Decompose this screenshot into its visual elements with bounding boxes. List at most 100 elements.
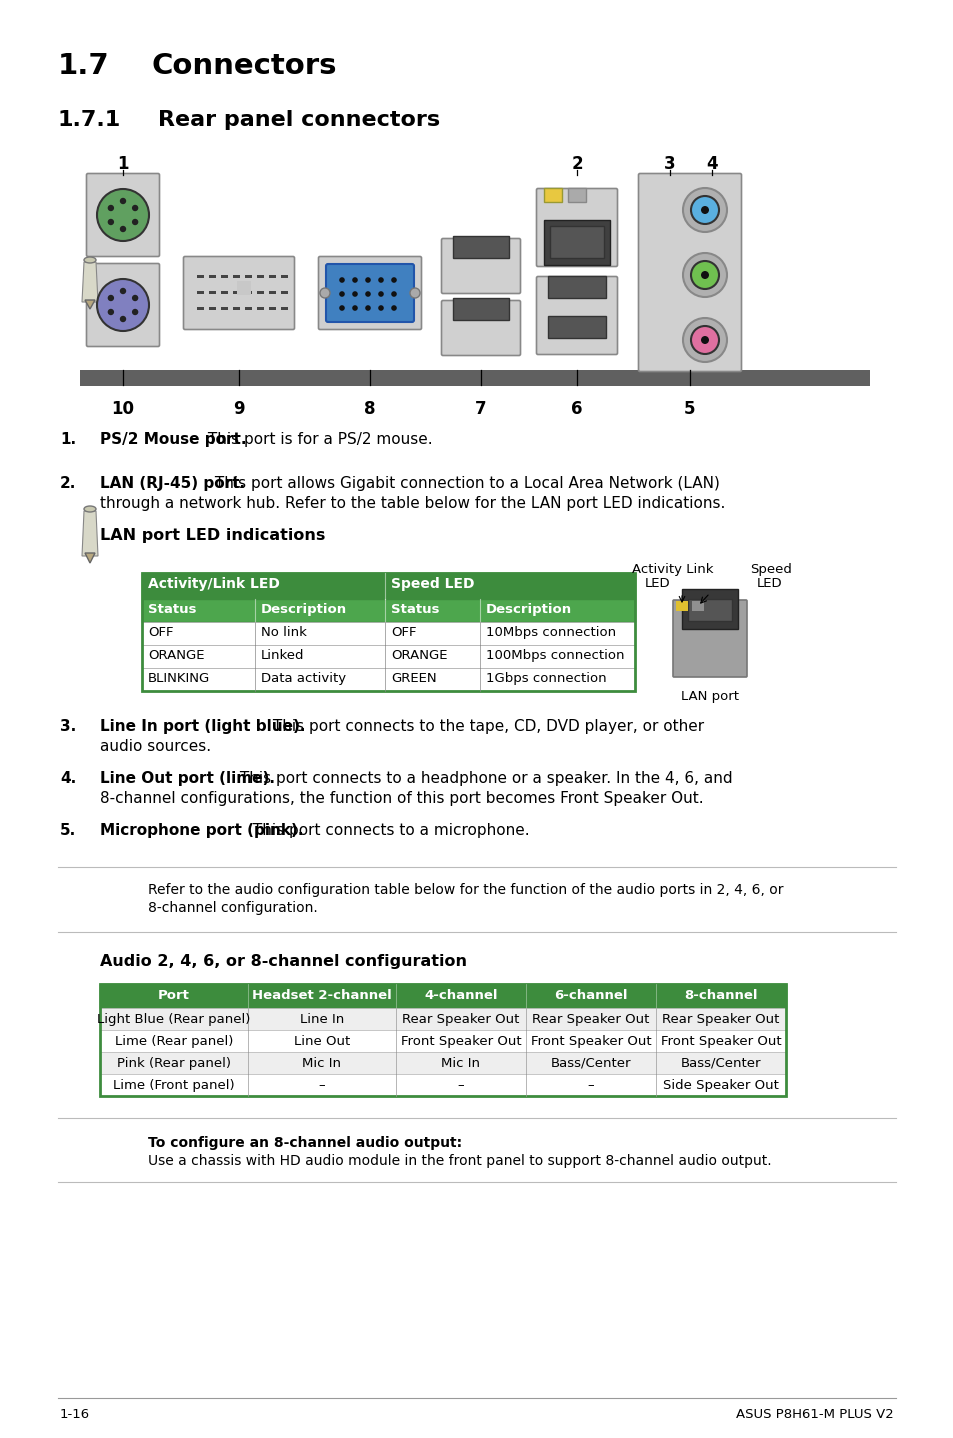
Text: 4.: 4. bbox=[60, 771, 76, 787]
Bar bbox=[281, 290, 288, 293]
Bar bbox=[281, 275, 288, 278]
Text: Line Out port (lime).: Line Out port (lime). bbox=[100, 771, 274, 787]
Bar bbox=[100, 984, 785, 1008]
Text: 8-channel configurations, the function of this port becomes Front Speaker Out.: 8-channel configurations, the function o… bbox=[100, 791, 703, 807]
Circle shape bbox=[97, 279, 149, 331]
Circle shape bbox=[108, 204, 114, 211]
Bar bbox=[245, 290, 252, 293]
Circle shape bbox=[339, 305, 344, 311]
Bar bbox=[567, 188, 585, 201]
Bar bbox=[453, 236, 509, 257]
Bar bbox=[269, 275, 275, 278]
Text: Connectors: Connectors bbox=[152, 52, 337, 81]
Text: ORANGE: ORANGE bbox=[391, 649, 447, 661]
Text: Speed: Speed bbox=[749, 564, 791, 577]
Bar bbox=[269, 306, 275, 311]
Bar bbox=[233, 275, 240, 278]
Bar bbox=[269, 290, 275, 293]
Circle shape bbox=[377, 278, 383, 283]
Text: 8-channel: 8-channel bbox=[683, 989, 757, 1002]
Bar bbox=[196, 306, 204, 311]
Bar bbox=[453, 298, 509, 321]
Text: LED: LED bbox=[644, 577, 670, 590]
Text: 1.7.1: 1.7.1 bbox=[58, 109, 121, 129]
Bar bbox=[281, 306, 288, 311]
Circle shape bbox=[108, 309, 114, 315]
Text: Refer to the audio configuration table below for the function of the audio ports: Refer to the audio configuration table b… bbox=[148, 883, 782, 897]
Circle shape bbox=[391, 305, 396, 311]
Circle shape bbox=[108, 219, 114, 226]
Polygon shape bbox=[82, 510, 98, 557]
Text: Bass/Center: Bass/Center bbox=[550, 1057, 631, 1070]
Text: Light Blue (Rear panel): Light Blue (Rear panel) bbox=[97, 1012, 251, 1025]
Text: 3: 3 bbox=[663, 155, 675, 173]
Bar bbox=[100, 1030, 785, 1053]
Text: Speed LED: Speed LED bbox=[391, 577, 474, 591]
Bar bbox=[543, 220, 609, 265]
Text: OFF: OFF bbox=[391, 626, 416, 638]
Circle shape bbox=[132, 204, 138, 211]
Text: 7: 7 bbox=[475, 400, 486, 418]
Circle shape bbox=[108, 295, 114, 301]
Text: LED: LED bbox=[757, 577, 781, 590]
Circle shape bbox=[410, 288, 419, 298]
Circle shape bbox=[352, 305, 357, 311]
Text: ORANGE: ORANGE bbox=[148, 649, 204, 661]
Bar bbox=[550, 226, 603, 257]
FancyBboxPatch shape bbox=[326, 265, 414, 322]
Circle shape bbox=[682, 318, 726, 362]
Text: Side Speaker Out: Side Speaker Out bbox=[662, 1078, 778, 1091]
Text: 1Gbps connection: 1Gbps connection bbox=[485, 672, 606, 684]
Text: through a network hub. Refer to the table below for the LAN port LED indications: through a network hub. Refer to the tabl… bbox=[100, 496, 724, 510]
Text: Audio 2, 4, 6, or 8-channel configuration: Audio 2, 4, 6, or 8-channel configuratio… bbox=[100, 953, 467, 969]
Bar bbox=[142, 623, 635, 646]
Text: This port connects to a microphone.: This port connects to a microphone. bbox=[248, 823, 530, 838]
Text: 1.7: 1.7 bbox=[58, 52, 110, 81]
Circle shape bbox=[700, 336, 708, 344]
Circle shape bbox=[365, 292, 371, 296]
FancyBboxPatch shape bbox=[536, 188, 617, 266]
Bar bbox=[256, 290, 264, 293]
Text: 4-channel: 4-channel bbox=[424, 989, 497, 1002]
Bar bbox=[221, 275, 228, 278]
Text: Rear panel connectors: Rear panel connectors bbox=[158, 109, 439, 129]
Circle shape bbox=[700, 206, 708, 214]
Circle shape bbox=[690, 326, 719, 354]
Text: –: – bbox=[587, 1078, 594, 1091]
Bar bbox=[681, 590, 738, 628]
Text: This port connects to a headphone or a speaker. In the 4, 6, and: This port connects to a headphone or a s… bbox=[235, 771, 732, 787]
Text: 2.: 2. bbox=[60, 476, 76, 490]
Circle shape bbox=[352, 278, 357, 283]
Text: 10Mbps connection: 10Mbps connection bbox=[485, 626, 616, 638]
Text: Use a chassis with HD audio module in the front panel to support 8-channel audio: Use a chassis with HD audio module in th… bbox=[148, 1155, 771, 1168]
Bar bbox=[142, 669, 635, 692]
Text: LAN (RJ-45) port.: LAN (RJ-45) port. bbox=[100, 476, 245, 490]
Text: Data activity: Data activity bbox=[261, 672, 346, 684]
Text: LAN port: LAN port bbox=[680, 690, 739, 703]
Bar bbox=[209, 290, 215, 293]
Bar bbox=[100, 1074, 785, 1096]
Text: Front Speaker Out: Front Speaker Out bbox=[530, 1035, 651, 1048]
Text: Port: Port bbox=[158, 989, 190, 1002]
Text: Front Speaker Out: Front Speaker Out bbox=[660, 1035, 781, 1048]
Circle shape bbox=[352, 292, 357, 296]
Bar bbox=[142, 572, 635, 692]
Text: 1: 1 bbox=[117, 155, 129, 173]
FancyBboxPatch shape bbox=[441, 239, 520, 293]
FancyBboxPatch shape bbox=[638, 174, 740, 371]
Text: Mic In: Mic In bbox=[441, 1057, 480, 1070]
Bar bbox=[687, 600, 731, 621]
Circle shape bbox=[365, 305, 371, 311]
Text: PS/2 Mouse port.: PS/2 Mouse port. bbox=[100, 431, 246, 447]
Text: Rear Speaker Out: Rear Speaker Out bbox=[532, 1012, 649, 1025]
Text: 10: 10 bbox=[112, 400, 134, 418]
Text: OFF: OFF bbox=[148, 626, 173, 638]
Circle shape bbox=[690, 196, 719, 224]
Circle shape bbox=[339, 292, 344, 296]
Text: Headset 2-channel: Headset 2-channel bbox=[252, 989, 392, 1002]
Bar bbox=[543, 188, 561, 201]
Circle shape bbox=[97, 188, 149, 242]
Circle shape bbox=[682, 188, 726, 232]
Circle shape bbox=[377, 305, 383, 311]
Text: 100Mbps connection: 100Mbps connection bbox=[485, 649, 624, 661]
